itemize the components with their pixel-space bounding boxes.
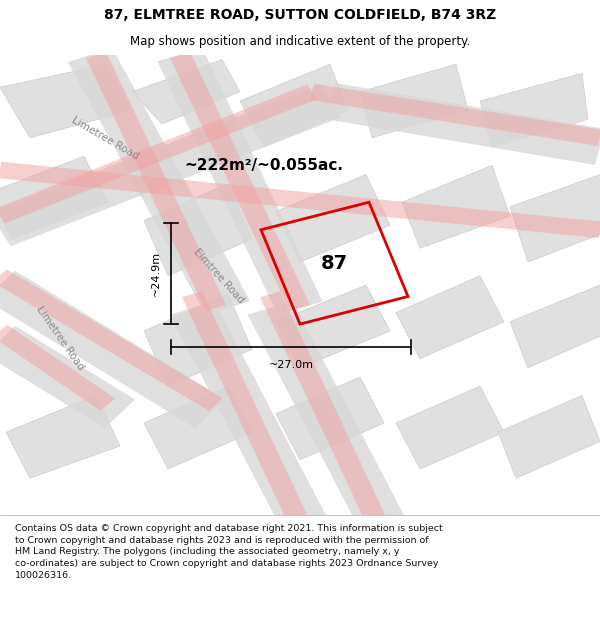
Polygon shape [144, 184, 252, 276]
Text: ~27.0m: ~27.0m [269, 361, 314, 371]
Polygon shape [144, 386, 252, 469]
Polygon shape [260, 291, 388, 527]
Polygon shape [0, 269, 223, 411]
Text: Limetree Road: Limetree Road [34, 304, 86, 372]
Polygon shape [68, 48, 250, 315]
Polygon shape [0, 326, 135, 428]
Polygon shape [276, 285, 390, 368]
Polygon shape [248, 301, 412, 545]
Polygon shape [157, 49, 323, 314]
Polygon shape [276, 174, 390, 262]
Text: Limetree Road: Limetree Road [70, 114, 140, 161]
Polygon shape [170, 52, 310, 311]
Text: 87, ELMTREE ROAD, SUTTON COLDFIELD, B74 3RZ: 87, ELMTREE ROAD, SUTTON COLDFIELD, B74 … [104, 8, 496, 22]
Polygon shape [325, 83, 600, 165]
Polygon shape [396, 386, 504, 469]
Polygon shape [240, 64, 348, 147]
Polygon shape [0, 64, 132, 138]
Polygon shape [182, 291, 310, 527]
Polygon shape [510, 285, 600, 368]
Polygon shape [0, 84, 317, 223]
Polygon shape [498, 396, 600, 478]
Polygon shape [310, 84, 600, 146]
Text: 87: 87 [321, 254, 348, 272]
Polygon shape [170, 301, 334, 545]
Polygon shape [510, 174, 600, 262]
Polygon shape [402, 166, 510, 248]
Polygon shape [0, 325, 115, 411]
Text: Contains OS data © Crown copyright and database right 2021. This information is : Contains OS data © Crown copyright and d… [15, 524, 443, 580]
Text: ~24.9m: ~24.9m [151, 251, 161, 296]
Text: ~222m²/~0.055ac.: ~222m²/~0.055ac. [185, 158, 343, 173]
Polygon shape [0, 162, 600, 238]
Polygon shape [276, 377, 384, 460]
Polygon shape [480, 73, 588, 147]
Polygon shape [0, 271, 225, 428]
Polygon shape [86, 52, 226, 311]
Polygon shape [360, 64, 468, 138]
Polygon shape [6, 396, 120, 478]
Polygon shape [396, 276, 504, 359]
Polygon shape [144, 294, 252, 386]
Text: Elmtree Road: Elmtree Road [192, 246, 246, 305]
Text: Map shows position and indicative extent of the property.: Map shows position and indicative extent… [130, 35, 470, 48]
Polygon shape [132, 59, 240, 124]
Polygon shape [0, 84, 341, 246]
Polygon shape [0, 156, 108, 239]
